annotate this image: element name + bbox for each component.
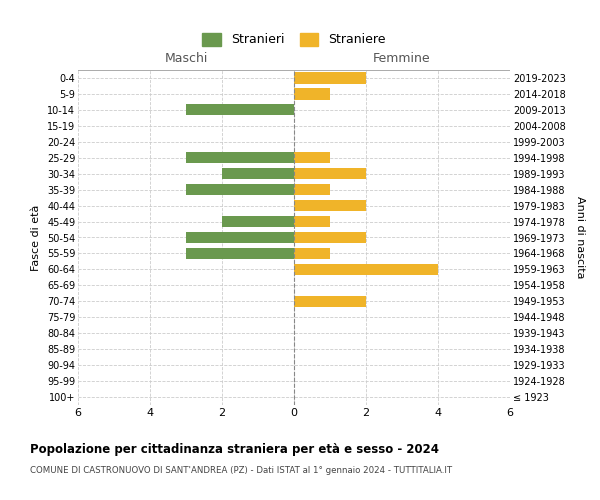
Bar <box>294 216 330 227</box>
Bar <box>294 232 366 243</box>
Bar <box>294 168 366 179</box>
Bar <box>294 200 366 211</box>
Bar <box>222 168 294 179</box>
Bar <box>294 72 366 84</box>
Bar <box>186 248 294 259</box>
Bar <box>186 152 294 164</box>
Bar <box>294 152 330 164</box>
Text: Popolazione per cittadinanza straniera per età e sesso - 2024: Popolazione per cittadinanza straniera p… <box>30 442 439 456</box>
Y-axis label: Anni di nascita: Anni di nascita <box>575 196 585 279</box>
Bar <box>294 248 330 259</box>
Text: Femmine: Femmine <box>373 52 431 65</box>
Bar <box>186 232 294 243</box>
Bar <box>294 296 366 307</box>
Bar <box>294 88 330 100</box>
Legend: Stranieri, Straniere: Stranieri, Straniere <box>202 32 386 46</box>
Bar <box>294 264 438 275</box>
Bar <box>294 184 330 195</box>
Y-axis label: Fasce di età: Fasce di età <box>31 204 41 270</box>
Bar <box>222 216 294 227</box>
Text: COMUNE DI CASTRONUOVO DI SANT'ANDREA (PZ) - Dati ISTAT al 1° gennaio 2024 - TUTT: COMUNE DI CASTRONUOVO DI SANT'ANDREA (PZ… <box>30 466 452 475</box>
Text: Maschi: Maschi <box>164 52 208 65</box>
Bar <box>186 184 294 195</box>
Bar <box>186 104 294 116</box>
